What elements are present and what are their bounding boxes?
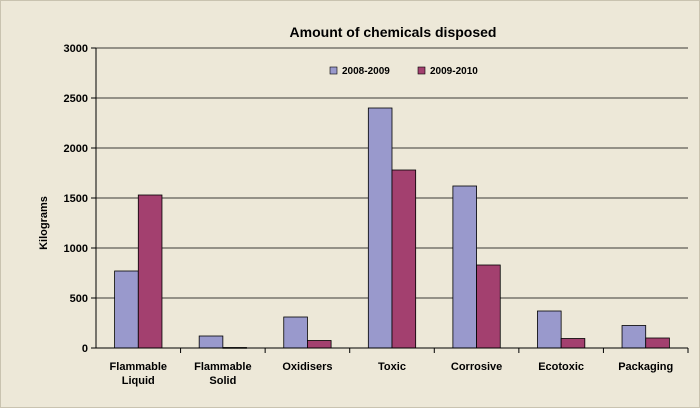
y-axis-label: Kilograms <box>38 196 50 250</box>
y-tick-label: 2000 <box>64 143 88 155</box>
y-tick-label: 1500 <box>64 193 88 205</box>
bars <box>114 107 670 349</box>
x-tick-label: Flammable <box>194 361 251 373</box>
bar-series-2 <box>476 264 501 349</box>
x-tick-label: Solid <box>209 375 236 387</box>
x-tick-label: Flammable <box>110 361 167 373</box>
bar-series-1 <box>367 107 393 349</box>
x-tick-label: Liquid <box>122 375 155 387</box>
bar-series-1 <box>452 185 477 349</box>
bar-series-1 <box>621 325 647 349</box>
y-tick-label: 0 <box>82 343 88 355</box>
gridlines <box>96 47 688 299</box>
bar-series-2 <box>307 340 332 349</box>
bar-series-2 <box>137 194 163 349</box>
bar-series-1 <box>283 316 308 349</box>
x-tick-label: Ecotoxic <box>538 361 584 373</box>
bar-series-1 <box>537 310 562 349</box>
y-tick-label: 1000 <box>64 243 88 255</box>
tick-labels: 0 500 1000 1500 2000 2500 3000 Flammable Liquid F… <box>64 43 674 387</box>
bar-series-2 <box>645 337 670 349</box>
x-tick-label: Packaging <box>618 361 673 373</box>
legend-swatch <box>417 66 426 75</box>
legend-label: 2008-2009 <box>342 66 390 77</box>
y-tick-label: 3000 <box>64 43 88 55</box>
bar-series-2 <box>560 338 586 349</box>
chart-title: Amount of chemicals disposed <box>290 24 497 40</box>
x-tick-label: Toxic <box>378 361 406 373</box>
bar-series-1 <box>114 270 139 349</box>
y-tick-label: 2500 <box>64 93 88 105</box>
legend: 2008-2009 2009-2010 <box>329 66 478 77</box>
x-tick-label: Corrosive <box>451 361 502 373</box>
axes <box>91 47 689 353</box>
y-tick-label: 500 <box>70 293 88 305</box>
legend-swatch <box>329 66 338 75</box>
bar-series-1 <box>198 335 224 349</box>
bar-series-2 <box>391 169 417 349</box>
x-tick-label: Oxidisers <box>282 361 332 373</box>
legend-label: 2009-2010 <box>430 66 478 77</box>
